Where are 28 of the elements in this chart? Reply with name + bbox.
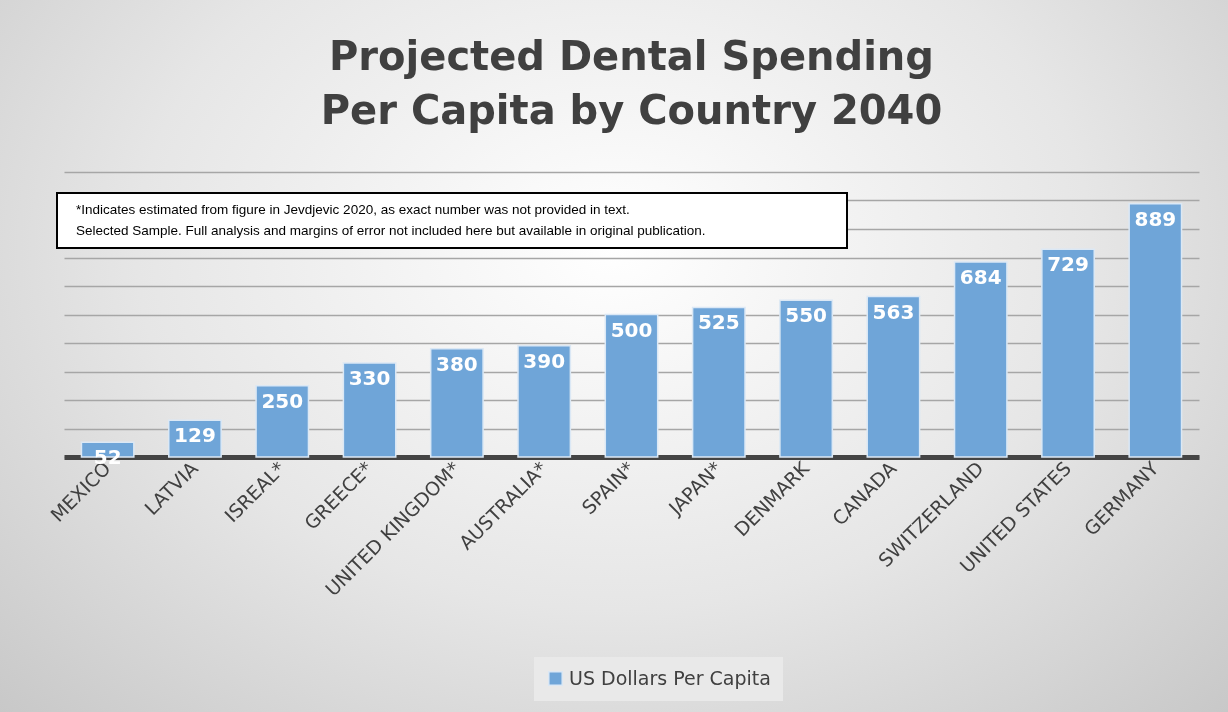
- data-label: 563: [872, 299, 915, 324]
- annotation: *Indicates estimated from figure in Jevdjevic 2020, as exact number was not provided in text.: [76, 201, 631, 219]
- data-label: 525: [697, 310, 740, 335]
- annotation: Selected Sample. Full analysis and margins of error not included here but available in original publication.: [76, 222, 707, 240]
- bar: [255, 385, 310, 458]
- bar: [342, 362, 397, 458]
- data-label: 729: [1047, 252, 1089, 277]
- data-label: 550: [785, 303, 827, 328]
- data-label: 684: [959, 265, 1002, 290]
- data-label: 250: [261, 388, 304, 413]
- bar: [517, 345, 572, 458]
- bar: [691, 306, 746, 458]
- bar: [1128, 202, 1183, 458]
- data-label: 380: [436, 351, 478, 376]
- bar: [953, 261, 1008, 458]
- bar: [1041, 248, 1095, 458]
- chart-title: Projected Dental Spending Per Capita by Country 2040: [320, 33, 943, 133]
- bar: [779, 299, 834, 458]
- data-label: 330: [348, 365, 391, 390]
- bar: [604, 313, 659, 458]
- legend-label: US Dollars Per Capita: [569, 666, 771, 689]
- data-label: 500: [610, 317, 653, 342]
- data-label: 390: [523, 348, 566, 373]
- bar: [429, 347, 484, 458]
- bar: [866, 295, 921, 458]
- note-box: *Indicates estimated from figure in Jevdjevic 2020, as exact number was not provided in text. Selected Sample. Full analysis and margins of error not included here but available in original publication.: [56, 192, 848, 249]
- data-label: 129: [174, 423, 216, 448]
- data-label: 889: [1134, 206, 1177, 231]
